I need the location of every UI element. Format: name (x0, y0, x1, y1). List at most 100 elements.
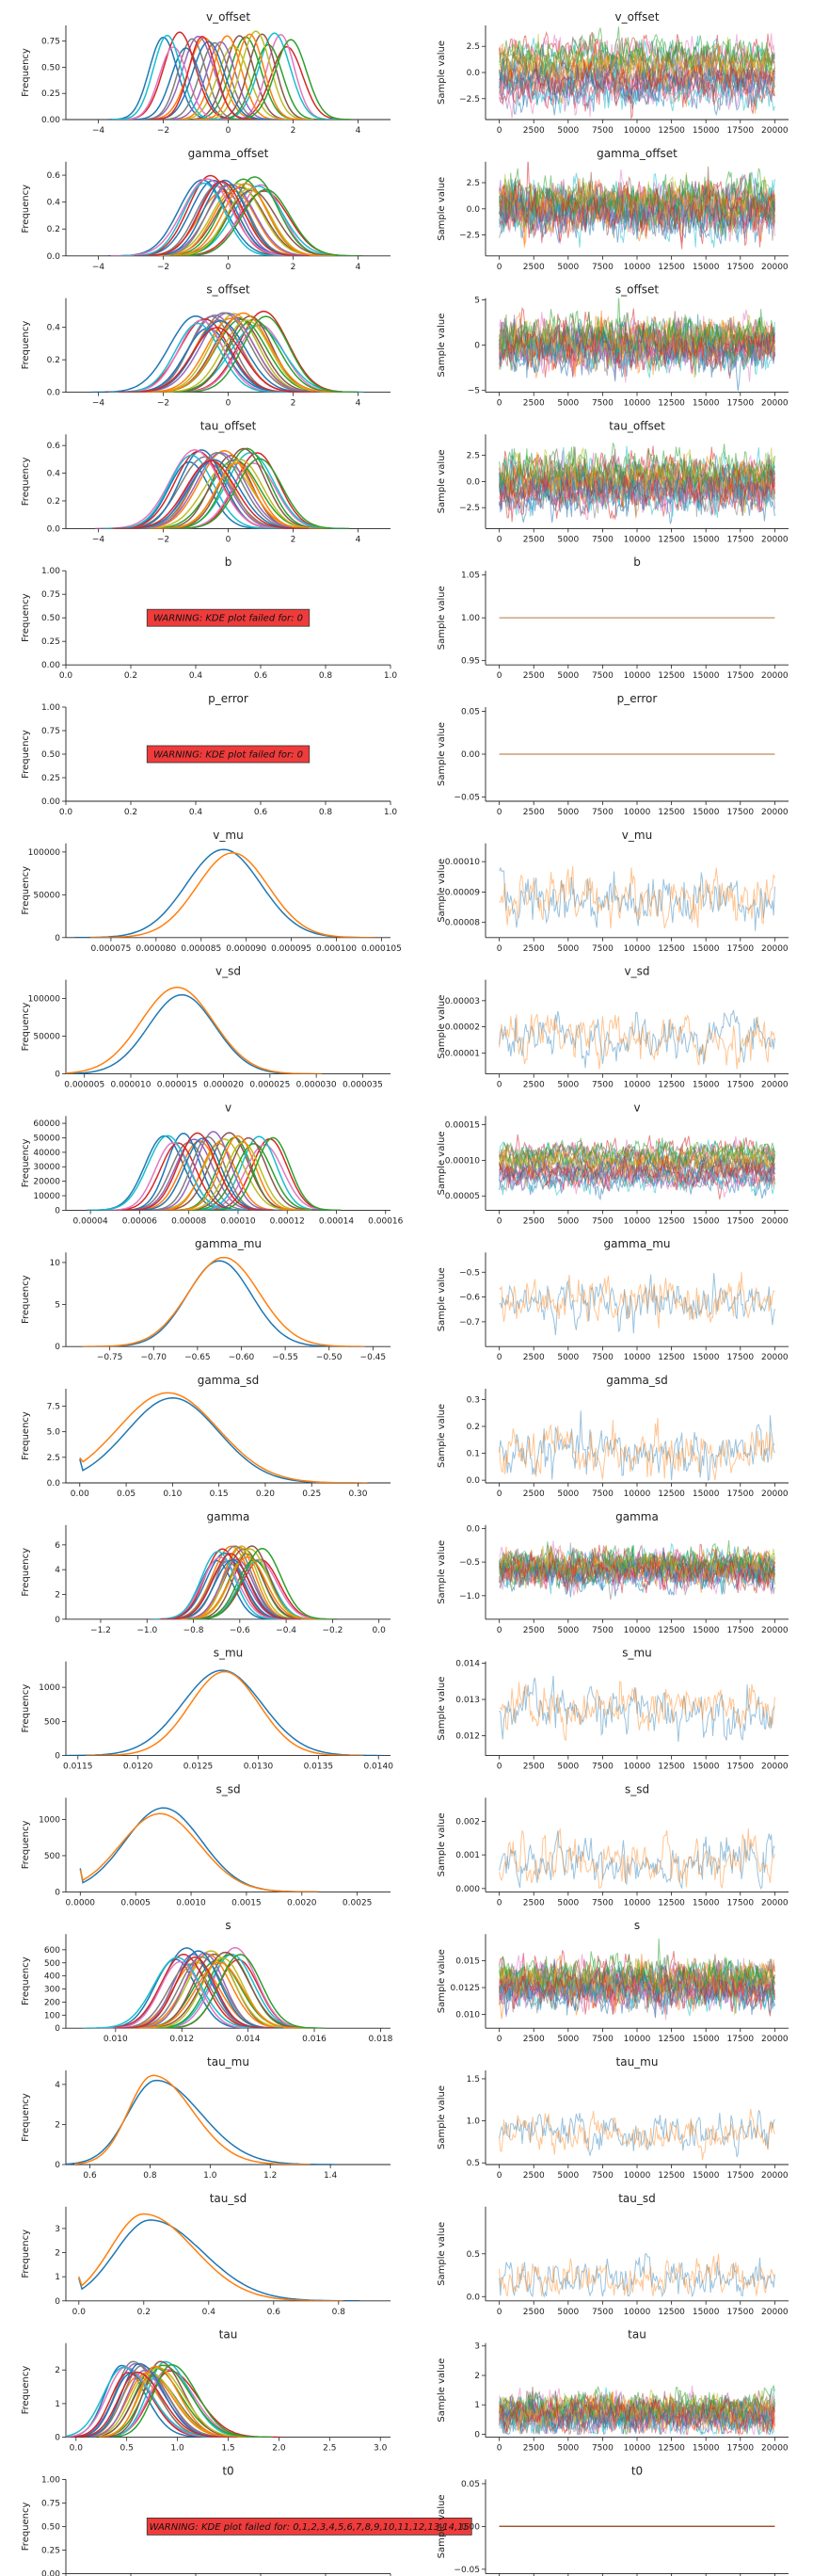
density-series-line (144, 1954, 314, 2029)
y-tick-label: 0.2 (47, 497, 60, 507)
density-series-line (224, 45, 350, 120)
y-axis-label: Sample value (437, 586, 447, 650)
y-tick-label: −2.5 (459, 504, 480, 513)
density-series-line (151, 1142, 287, 1211)
y-tick-label: 0.00003 (445, 997, 480, 1006)
plot-area (87, 1131, 342, 1211)
density-series-line (173, 1555, 322, 1619)
subplot-s_sd-density: s_sd 0.0000 0.0005 0.0010 0.0015 0.0020 0.0025… (21, 1782, 391, 1908)
x-tick-label: 20000 (761, 1489, 789, 1499)
plot-area (66, 2360, 282, 2438)
x-tick-label: 12500 (658, 944, 685, 954)
y-tick-label: 0 (55, 934, 60, 943)
x-tick-label: 0.00016 (368, 1216, 403, 1226)
y-tick-label: 0.00010 (445, 858, 480, 867)
trace-series-line (499, 1552, 775, 1594)
x-tick-label: 0.25 (302, 1489, 321, 1499)
subplot-title: gamma_mu (195, 1237, 262, 1250)
density-series-line (100, 1960, 261, 2029)
y-axis-label: Frequency (21, 1684, 31, 1733)
y-tick-label: 0.00009 (445, 888, 480, 897)
x-tick-label: 20000 (761, 944, 789, 954)
x-tick-label: 0.0000 (66, 1898, 96, 1908)
x-tick-label: 0 (497, 1626, 502, 1635)
x-tick-label: 10000 (624, 1081, 651, 1090)
y-tick-label: 0.05 (461, 708, 480, 717)
density-series-line (205, 1136, 342, 1211)
x-tick-label: 10000 (624, 2444, 651, 2454)
density-series-line (114, 2363, 273, 2438)
y-tick-label: 0.5 (467, 2250, 480, 2260)
plot-area (499, 2384, 775, 2437)
x-tick-label: 0 (226, 535, 231, 544)
x-tick-label: 4 (356, 399, 361, 409)
x-tick-label: 2.0 (272, 2444, 286, 2454)
y-tick-label: 7.5 (47, 1402, 60, 1411)
y-tick-label: 1 (55, 2400, 60, 2409)
y-axis-label: Frequency (21, 1275, 31, 1324)
x-tick-label: 5000 (557, 263, 579, 272)
density-series-line (169, 35, 284, 120)
x-tick-label: 1.0 (384, 671, 398, 681)
x-tick-label: 12500 (658, 399, 685, 409)
x-tick-label: 0.000095 (271, 944, 311, 954)
y-tick-label: 1.5 (467, 2075, 480, 2085)
y-axis-label: Frequency (21, 866, 31, 915)
subplot-gamma_mu_trace-trace: gamma_mu 0 2500 5000 7500 10000 12500 15000 1750… (437, 1237, 789, 1362)
density-series-line (183, 35, 296, 120)
y-tick-label: 1.00 (41, 703, 60, 713)
x-tick-label: 0.10 (163, 1489, 182, 1499)
x-tick-label: 0 (226, 399, 231, 409)
x-tick-label: 15000 (693, 535, 720, 544)
x-tick-label: 17500 (726, 1353, 754, 1362)
density-series-line (117, 1141, 262, 1211)
x-tick-label: 17500 (726, 1898, 754, 1908)
x-tick-label: 0.0115 (63, 1763, 93, 1772)
trace-series-line (499, 1013, 775, 1070)
x-tick-label: 0.00010 (220, 1216, 255, 1226)
density-series-line (181, 1143, 327, 1211)
y-axis-label: Sample value (437, 1812, 447, 1876)
subplot-title: gamma_offset (597, 147, 678, 160)
x-tick-label: 10000 (624, 1216, 651, 1226)
y-tick-label: 600 (44, 1946, 60, 1956)
x-tick-label: 10000 (624, 671, 651, 681)
x-tick-label: 5000 (557, 535, 579, 544)
trace-series-line (499, 1151, 775, 1186)
x-tick-label: 7500 (592, 2035, 614, 2044)
x-tick-label: 2500 (523, 1353, 545, 1362)
y-tick-label: 0.00008 (445, 919, 480, 928)
x-tick-label: −0.60 (229, 1353, 255, 1362)
density-series-line (79, 1392, 368, 1483)
plot-area (90, 310, 364, 393)
x-tick-label: 0.6 (254, 671, 268, 681)
subplot-tau_offset-density: tau_offset −4 −2 0 2 4 0.0 0.2 0.4 0.6 Frequency (21, 419, 391, 544)
x-tick-label: 10000 (624, 263, 651, 272)
subplot-gamma_offset_trace-trace: gamma_offset 0 2500 5000 7500 10000 12500 15000… (437, 147, 789, 272)
plot-area (78, 2213, 360, 2301)
subplot-gamma_sd_trace-trace: gamma_sd 0 2500 5000 7500 10000 12500 15000 1750… (437, 1374, 789, 1499)
trace-series-line (499, 315, 775, 382)
y-tick-label: 2 (55, 2120, 60, 2130)
x-tick-label: 4 (356, 263, 361, 272)
y-tick-label: 0.00005 (445, 1192, 480, 1201)
y-tick-label: 50000 (33, 1033, 60, 1042)
y-tick-label: 0.0 (467, 2293, 481, 2302)
subplot-title: tau (628, 2328, 646, 2342)
y-tick-label: 0.00002 (445, 1023, 480, 1033)
x-tick-label: 20000 (761, 399, 789, 409)
x-tick-label: 5000 (557, 2035, 579, 2044)
x-tick-label: 12500 (658, 2308, 685, 2317)
x-tick-label: 12500 (658, 808, 685, 817)
x-tick-label: 5000 (557, 671, 579, 681)
density-series-line (163, 40, 279, 120)
subplot-title: v_offset (614, 10, 659, 24)
density-series-line (86, 1670, 364, 1756)
y-tick-label: 0 (55, 2024, 60, 2034)
y-tick-label: 200 (44, 1998, 60, 2007)
subplot-title: tau_sd (618, 2192, 656, 2205)
y-tick-label: 0.0 (467, 477, 481, 487)
x-tick-label: 15000 (693, 399, 720, 409)
x-tick-label: 0.0120 (123, 1763, 153, 1772)
x-tick-label: 15000 (693, 1353, 720, 1362)
